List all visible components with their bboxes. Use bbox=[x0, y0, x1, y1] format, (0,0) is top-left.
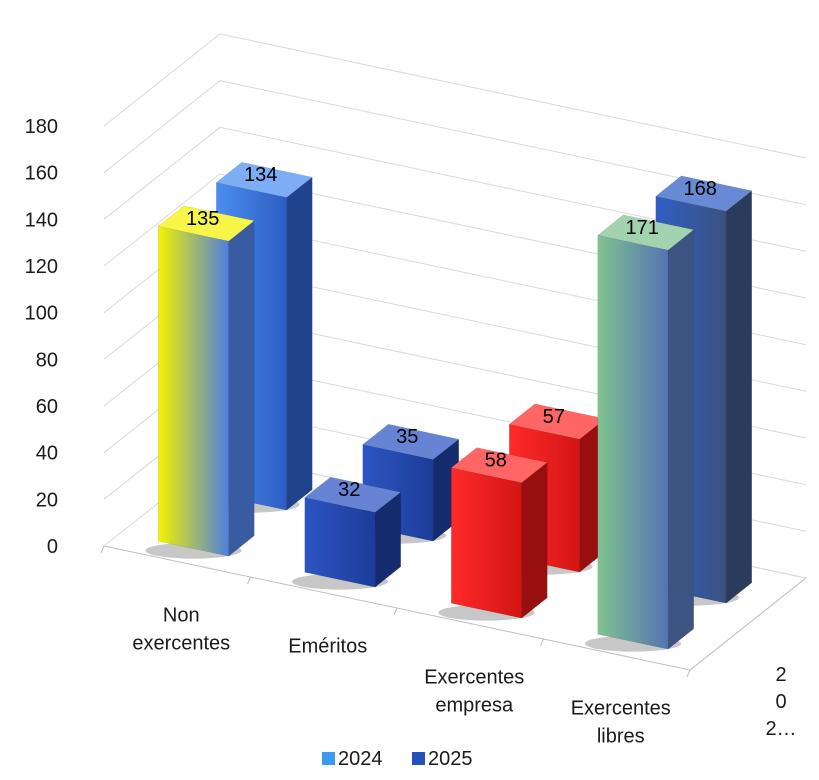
y-tick-label: 60 bbox=[36, 396, 58, 418]
x-tick bbox=[686, 669, 691, 678]
x-tick bbox=[100, 545, 105, 554]
bar-top-highlight bbox=[509, 403, 606, 440]
data-label: 32 bbox=[338, 479, 360, 501]
bar-top-highlight bbox=[304, 477, 401, 513]
data-label: 57 bbox=[543, 406, 565, 428]
bar-2024-0: 135 bbox=[145, 205, 255, 559]
gridline bbox=[103, 126, 807, 252]
bar-top bbox=[362, 424, 460, 460]
y-tick-label: 40 bbox=[36, 443, 58, 465]
bar-side-shade bbox=[726, 190, 752, 604]
data-label: 58 bbox=[485, 449, 507, 471]
bar-top-highlight bbox=[158, 205, 255, 242]
category-label: Non exercentes bbox=[132, 605, 230, 655]
legend-swatch-2025 bbox=[412, 752, 425, 765]
bar-top bbox=[655, 175, 753, 212]
x-tick bbox=[540, 638, 544, 647]
legend-swatch-2024 bbox=[322, 752, 335, 765]
bar-side-shade bbox=[286, 177, 313, 511]
category-label: Exercentes libres bbox=[571, 698, 671, 748]
bar-top-highlight bbox=[362, 424, 459, 460]
x-axis: Non exercentes Eméritos Exercentes empresa Ex… bbox=[100, 545, 691, 748]
bar-top bbox=[304, 477, 402, 513]
y-tick-label: 0 bbox=[47, 536, 58, 558]
y-tick-label: 80 bbox=[36, 349, 58, 371]
bar-side-shade bbox=[228, 220, 255, 557]
bar-2024-3: 171 bbox=[584, 214, 695, 652]
category-label: Exercentes empresa bbox=[424, 667, 524, 717]
bar-2024-1: 32 bbox=[291, 477, 402, 590]
depth-axis-line bbox=[689, 577, 807, 671]
y-tick-label: 140 bbox=[25, 209, 58, 231]
category-label: Eméritos bbox=[288, 636, 367, 658]
data-label: 134 bbox=[244, 164, 277, 186]
bar-top bbox=[157, 205, 255, 242]
bar-top bbox=[597, 214, 695, 251]
bar-front bbox=[158, 225, 229, 557]
x-axis-line bbox=[103, 545, 691, 671]
y-tick-label: 100 bbox=[25, 303, 58, 325]
depth-axis: 202…202… bbox=[689, 577, 807, 740]
legend-label-2024: 2024 bbox=[338, 748, 383, 770]
bar-top bbox=[215, 162, 313, 198]
data-label: 35 bbox=[396, 426, 418, 448]
bar-side-shade bbox=[668, 229, 694, 650]
y-tick-label: 20 bbox=[36, 489, 58, 511]
y-tick-label: 120 bbox=[25, 256, 58, 278]
bars: 134 35 57 168 135 32 58 171 bbox=[145, 162, 753, 652]
data-label: 168 bbox=[684, 178, 717, 200]
bar-front bbox=[597, 234, 669, 650]
bar-top-highlight bbox=[451, 447, 548, 483]
x-tick bbox=[247, 576, 251, 585]
data-label: 135 bbox=[186, 208, 219, 230]
y-tick-label: 160 bbox=[25, 163, 58, 185]
y-tick-label: 180 bbox=[25, 116, 58, 138]
legend: 2024 2025 bbox=[322, 748, 473, 770]
bar-2024-2: 58 bbox=[438, 447, 548, 621]
bar-top-highlight bbox=[597, 214, 694, 251]
bar-front bbox=[451, 467, 522, 619]
legend-label-2025: 2025 bbox=[428, 748, 473, 770]
depth-axis-label: 2 0 2… bbox=[765, 664, 796, 740]
bar-side-shade bbox=[521, 462, 548, 619]
gridline bbox=[103, 80, 807, 206]
data-label: 171 bbox=[626, 217, 659, 239]
bar-top bbox=[450, 447, 548, 483]
x-tick bbox=[393, 607, 398, 616]
bar-side-shade bbox=[375, 492, 401, 588]
y-axis: 0 20 40 60 80 100 120 140 160 180 bbox=[25, 116, 58, 558]
bar-top-highlight bbox=[216, 162, 313, 198]
bar-front bbox=[304, 497, 376, 588]
gridline bbox=[103, 33, 807, 159]
bar-top-highlight bbox=[655, 175, 752, 212]
